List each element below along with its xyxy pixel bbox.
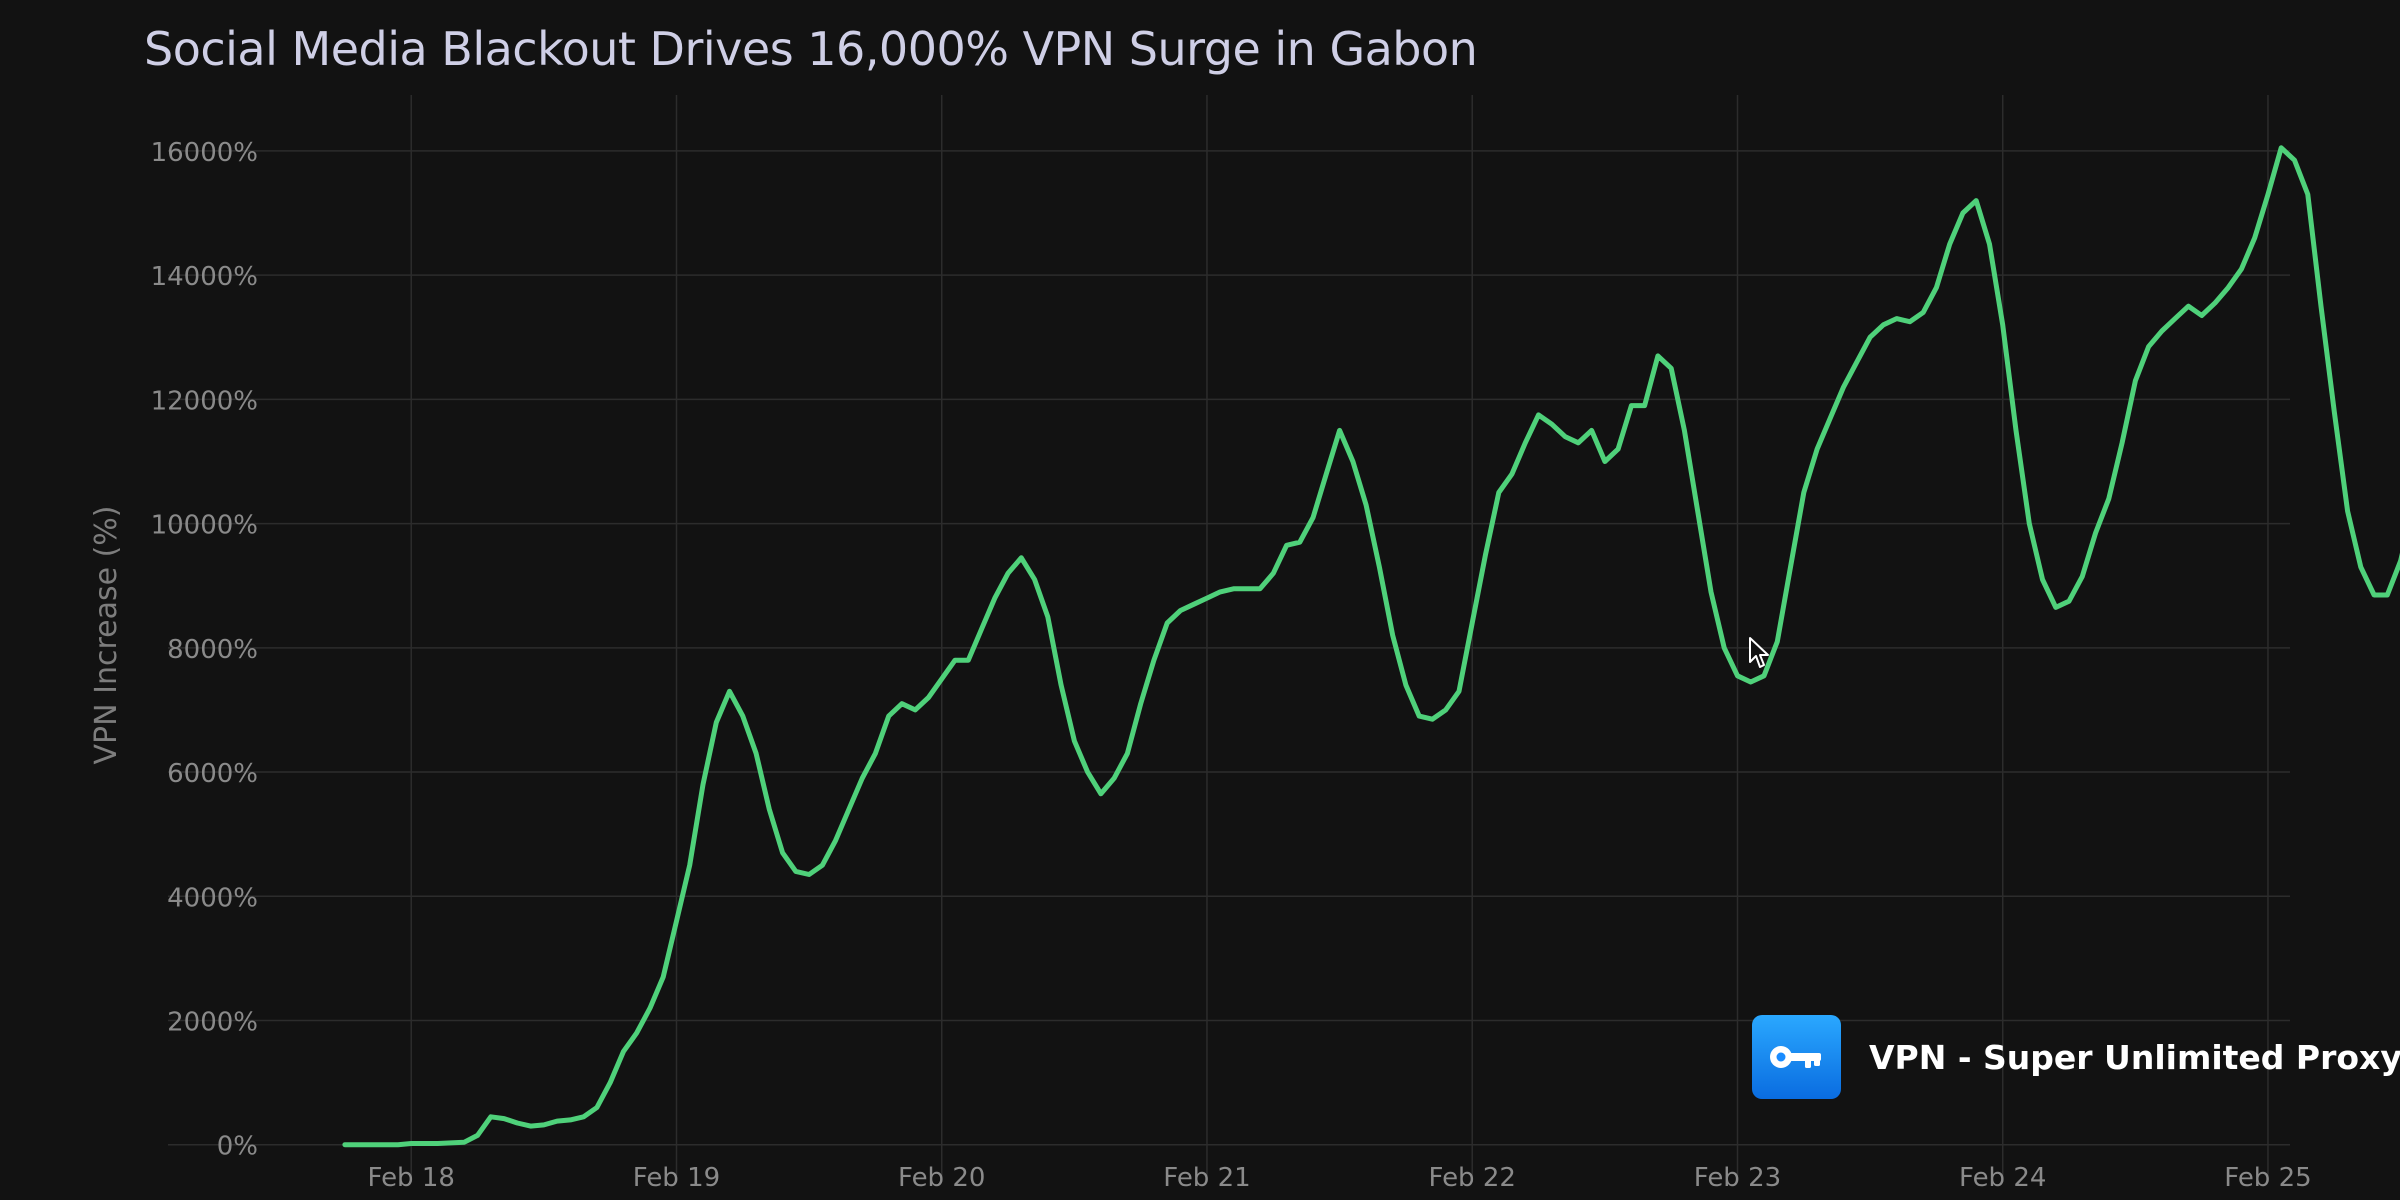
y-tick-label: 16000% <box>151 138 258 168</box>
x-tick-label: Feb 20 <box>898 1163 985 1193</box>
y-tick-label: 6000% <box>167 759 258 789</box>
y-tick-label: 8000% <box>167 635 258 665</box>
y-tick-label: 14000% <box>151 262 258 292</box>
x-tick-label: Feb 19 <box>633 1163 720 1193</box>
brand-name: VPN - Super Unlimited Proxy <box>1869 1037 2400 1077</box>
key-icon <box>1769 1046 1821 1068</box>
y-tick-label: 4000% <box>167 883 258 913</box>
series-lines <box>342 145 2400 1148</box>
x-tick-label: Feb 25 <box>2224 1163 2311 1193</box>
x-tick-label: Feb 23 <box>1694 1163 1781 1193</box>
mouse-cursor-icon <box>1749 637 1769 668</box>
y-tick-label: 2000% <box>167 1008 258 1038</box>
chart-title: Social Media Blackout Drives 16,000% VPN… <box>144 22 1478 76</box>
y-tick-label: 0% <box>217 1132 258 1162</box>
y-tick-label: 10000% <box>151 511 258 541</box>
x-tick-label: Feb 24 <box>1959 1163 2046 1193</box>
brand-logo <box>1752 1015 1841 1099</box>
x-tick-label: Feb 22 <box>1429 1163 1516 1193</box>
x-axis-ticks: Feb 18 Feb 19 Feb 20 Feb 21 Feb 22 Feb 23 Feb … <box>368 1163 2312 1193</box>
series-line <box>342 145 2400 1148</box>
x-tick-label: Feb 18 <box>368 1163 455 1193</box>
y-axis-label: VPN Increase (%) <box>89 506 124 765</box>
y-tick-label: 12000% <box>151 386 258 416</box>
brand-badge: VPN - Super Unlimited Proxy <box>1752 1015 2400 1099</box>
y-axis-ticks: 0% 2000% 4000% 6000% 8000% 10000% 12000% 14000%… <box>151 138 258 1162</box>
x-tick-label: Feb 21 <box>1163 1163 1250 1193</box>
grid <box>168 95 2290 1182</box>
